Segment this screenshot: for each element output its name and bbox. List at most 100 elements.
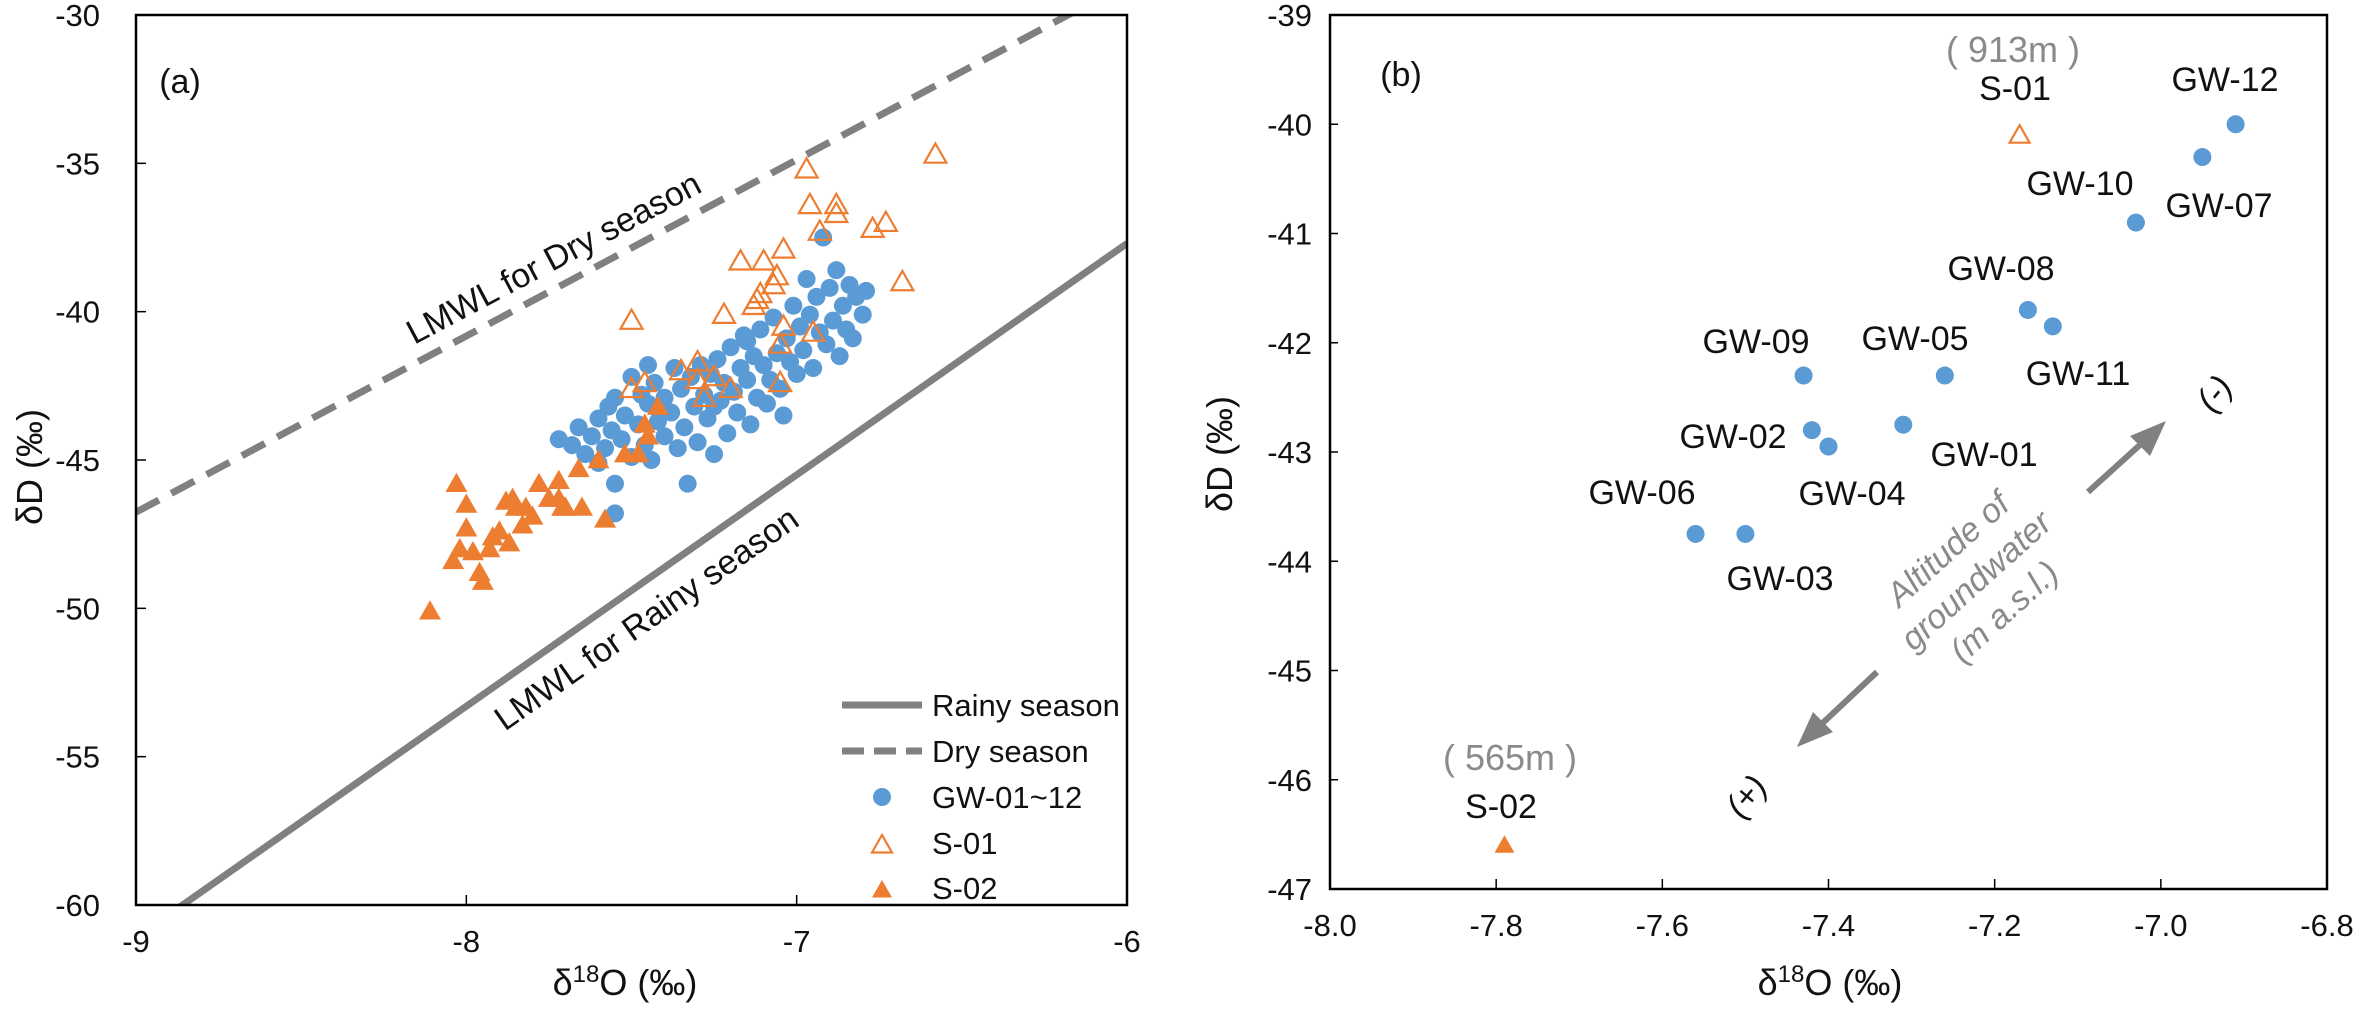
point-gw-01-12 [807, 287, 826, 306]
point-gw-01-12 [857, 281, 876, 300]
label-gw-08: GW-08 [1947, 250, 2054, 288]
x-tick-label: -6 [1113, 924, 1141, 959]
point-s-01 [691, 384, 718, 408]
label-gw-01: GW-01 [1930, 436, 2037, 474]
point-gw-01-12 [754, 356, 773, 375]
label-gw-02: GW-02 [1679, 418, 1786, 456]
point-s-01 [740, 292, 767, 316]
y-tick-label: -45 [1267, 654, 1312, 689]
label-gw-03: GW-03 [1726, 560, 1833, 598]
point-gw-01-12 [738, 370, 757, 389]
point-gw-01-12 [804, 359, 823, 378]
y-tick-label: -45 [55, 443, 100, 478]
point-s-02 [633, 413, 656, 433]
point-gw-01-12 [582, 427, 601, 446]
lmwl-lines [136, 15, 1127, 905]
point-gw-01-12 [688, 433, 707, 452]
plot-frame [134, 13, 1129, 907]
y-tick-label: -46 [1267, 763, 1312, 798]
point-gw-01-12 [794, 341, 813, 360]
x-tick-label: -9 [122, 924, 150, 959]
point-gw-01-12 [645, 373, 664, 392]
point-gw-01-12 [771, 379, 790, 398]
point-s-01 [767, 369, 794, 393]
point-gw-10 [2126, 213, 2145, 232]
s01-altitude: ( 913m ) [1946, 29, 2080, 70]
y-tick-label: -50 [55, 591, 100, 626]
point-s-01 [701, 363, 727, 387]
y-tick-label: -41 [1267, 217, 1312, 252]
point-gw-08 [2018, 300, 2037, 319]
point-s-01 [889, 268, 916, 292]
label-gw-09: GW-09 [1702, 323, 1809, 361]
legend-entry: Dry season [932, 734, 1089, 769]
point-s-01 [717, 375, 744, 399]
point-gw-01-12 [668, 439, 687, 458]
x-tick-label: -6.8 [2300, 908, 2353, 943]
point-s-02 [594, 508, 617, 528]
point-gw-01-12 [655, 427, 674, 446]
y-axis-title: δD (‰) [9, 409, 50, 525]
point-gw-01-12 [705, 445, 724, 464]
point-s-02 [637, 425, 660, 445]
dry-season-lmwl-line [136, 15, 1076, 516]
point-gw-01-12 [790, 317, 809, 336]
point-s-02 [455, 493, 478, 513]
y-tick-label: -47 [1267, 872, 1312, 907]
label-gw-05: GW-05 [1861, 320, 1968, 358]
point-s-02 [1494, 835, 1515, 853]
dry-lmwl-label: LMWL for Dry season [400, 165, 707, 352]
point-gw-11 [2043, 317, 2062, 336]
label-gw-12: GW-12 [2171, 61, 2278, 99]
label-gw-07: GW-07 [2165, 187, 2272, 225]
point-s-02 [455, 517, 478, 537]
legend-s01-marker [870, 832, 894, 854]
point-s-01 [618, 307, 645, 330]
legend-s02-marker [872, 880, 892, 898]
y-tick-label: -40 [1267, 107, 1312, 142]
point-s-01 [711, 301, 737, 324]
point-s-01 [823, 200, 850, 224]
x-tick-label: -7.2 [1968, 908, 2021, 943]
point-gw-01-12 [563, 436, 582, 455]
point-gw-01-12 [596, 439, 615, 458]
point-gw-01-12 [824, 311, 843, 330]
point-gw-01-12 [833, 296, 852, 315]
point-s-02 [528, 472, 551, 492]
point-s-01 [872, 209, 899, 233]
y-tick-label: -35 [55, 146, 100, 181]
point-gw-01-12 [827, 261, 846, 280]
x-axis-title: δ18O (‰) [553, 961, 698, 1003]
legend-entry: S-01 [932, 826, 997, 861]
point-gw-01-12 [751, 320, 770, 339]
point-s-01 [727, 248, 754, 271]
legend-entry: Rainy season [932, 688, 1120, 723]
point-gw-01-12 [764, 308, 783, 327]
point-s-01 [823, 191, 850, 215]
rainy-season-lmwl-line [176, 240, 1127, 905]
legend-gw-marker [873, 788, 891, 806]
y-tick-label: -60 [55, 888, 100, 923]
y-tick-label: -43 [1267, 435, 1312, 470]
point-gw-01-12 [830, 347, 849, 366]
point-s-01 [763, 262, 790, 286]
point-gw-01-12 [615, 406, 634, 425]
y-tick-label: -30 [55, 0, 100, 33]
label-s-01: S-01 [1979, 70, 2051, 108]
x-axis-title: δ18O (‰) [1758, 961, 1903, 1003]
point-gw-12 [2226, 115, 2245, 134]
point-gw-01-12 [695, 385, 714, 404]
point-gw-01-12 [757, 394, 776, 413]
legend-entry: S-02 [932, 871, 997, 906]
point-gw-01-12 [800, 305, 819, 324]
point-gw-05 [1935, 366, 1954, 385]
point-s-01 [796, 191, 823, 215]
point-gw-01-12 [639, 356, 658, 375]
point-gw-01-12 [569, 418, 588, 437]
legend-entry: GW-01~12 [932, 780, 1082, 815]
point-s-02 [488, 520, 511, 540]
point-gw-02 [1802, 421, 1821, 440]
point-gw-01-12 [784, 296, 803, 315]
x-tick-label: -7 [783, 924, 811, 959]
point-gw-01-12 [741, 415, 760, 434]
